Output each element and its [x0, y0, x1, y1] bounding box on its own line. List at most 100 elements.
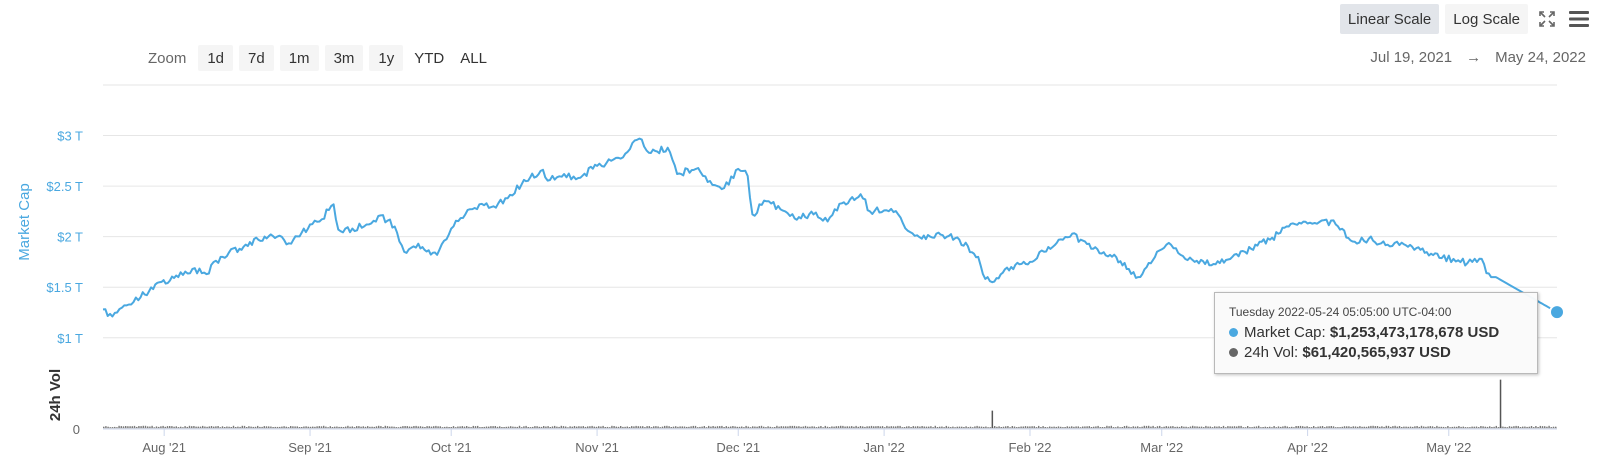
volume-bar — [1522, 426, 1524, 428]
volume-bar — [1530, 426, 1533, 428]
volume-bar — [978, 426, 980, 428]
volume-bar — [1099, 427, 1101, 428]
volume-bar — [769, 426, 771, 428]
volume-bar — [175, 426, 177, 428]
volume-bar — [224, 427, 226, 428]
volume-bar — [1121, 427, 1123, 428]
volume-bar — [1104, 427, 1106, 428]
volume-bar — [347, 425, 349, 428]
volume-bar — [884, 427, 886, 428]
volume-bar — [208, 426, 210, 428]
volume-bar — [690, 426, 692, 428]
zoom-label: Zoom — [148, 49, 187, 67]
volume-bar — [716, 426, 719, 428]
volume-bar — [1260, 427, 1262, 428]
volume-bar — [921, 426, 923, 428]
volume-bar — [338, 426, 340, 428]
linear-scale-button[interactable]: Linear Scale — [1339, 4, 1440, 34]
volume-bar — [578, 426, 580, 428]
volume-bar — [732, 426, 734, 428]
volume-bar — [1482, 426, 1484, 428]
market-cap-hover-point[interactable] — [1549, 304, 1565, 321]
volume-bar — [866, 426, 868, 428]
volume-bar — [620, 426, 622, 428]
volume-bar — [1011, 426, 1013, 428]
zoom-1y-button[interactable]: 1y — [369, 45, 404, 71]
volume-bar — [120, 426, 122, 428]
volume-bar — [153, 427, 155, 428]
volume-bar — [914, 426, 917, 428]
log-scale-button[interactable]: Log Scale — [1445, 4, 1528, 34]
zoom-7d-button[interactable]: 7d — [239, 45, 274, 71]
volume-bar — [1403, 426, 1405, 428]
volume-bar — [125, 426, 127, 428]
zoom-3m-button[interactable]: 3m — [324, 45, 364, 71]
volume-bar — [714, 426, 716, 428]
volume-bar — [1097, 425, 1099, 428]
volume-bar — [1330, 426, 1332, 428]
volume-bar — [1051, 426, 1053, 428]
volume-bar — [600, 426, 602, 428]
volume-bar — [1185, 426, 1187, 428]
volume-bar — [254, 426, 257, 428]
volume-bar — [342, 427, 345, 428]
zoom-ytd-button[interactable]: YTD — [409, 45, 449, 71]
zoom-all-button[interactable]: ALL — [455, 45, 492, 71]
expand-icon[interactable] — [1534, 4, 1560, 34]
volume-bar — [859, 426, 862, 428]
volume-bar — [1376, 426, 1379, 428]
volume-bar — [1027, 426, 1029, 428]
volume-bar — [1165, 426, 1167, 428]
zoom-1m-button[interactable]: 1m — [279, 45, 319, 71]
volume-bar — [1418, 426, 1420, 428]
volume-bar — [1315, 427, 1317, 428]
volume-bar — [287, 427, 290, 428]
volume-bar — [323, 425, 325, 428]
volume-bar — [1429, 426, 1431, 428]
volume-bar — [1095, 426, 1097, 428]
volume-bar — [437, 426, 439, 428]
market-cap-dot-icon — [1229, 328, 1238, 337]
volume-bar — [166, 426, 169, 428]
hamburger-menu-icon[interactable] — [1566, 4, 1592, 34]
volume-bar — [1449, 427, 1451, 428]
volume-bar — [855, 425, 857, 428]
volume-bar — [1332, 426, 1335, 428]
volume-bar — [723, 427, 725, 428]
zoom-1d-button[interactable]: 1d — [198, 45, 234, 71]
volume-bar — [1035, 427, 1038, 428]
volume-bar — [1533, 427, 1535, 428]
volume-bar — [426, 426, 428, 428]
volume-bar — [1277, 426, 1280, 428]
volume-bar — [1295, 426, 1297, 428]
volume-bar — [1093, 426, 1095, 428]
volume-bar — [463, 426, 466, 428]
volume-bar — [639, 426, 642, 428]
volume-bar — [512, 426, 514, 428]
volume-bar — [1203, 427, 1205, 428]
volume-bar — [1495, 425, 1497, 428]
volume-bar — [1176, 426, 1178, 428]
volume-bar — [1310, 427, 1313, 428]
volume-bar — [881, 426, 884, 428]
volume-bar — [382, 427, 384, 428]
volume-bar — [1143, 425, 1145, 428]
volume-bar — [910, 427, 912, 428]
volume-bar — [826, 426, 829, 428]
volume-bar — [371, 426, 373, 428]
volume-bar — [558, 426, 560, 428]
range-start[interactable]: Jul 19, 2021 — [1370, 49, 1453, 66]
volume-bar — [164, 426, 166, 428]
volume-bar — [103, 426, 105, 428]
volume-bar — [1513, 426, 1515, 428]
volume-bar — [1548, 425, 1550, 428]
volume-bar — [147, 426, 149, 428]
volume-bar — [127, 426, 129, 428]
volume-bar — [173, 426, 175, 428]
volume-bar — [281, 426, 283, 428]
volume-bar — [470, 427, 472, 428]
range-end[interactable]: May 24, 2022 — [1495, 49, 1586, 66]
volume-bar — [206, 426, 208, 428]
volume-bar — [1040, 427, 1042, 428]
